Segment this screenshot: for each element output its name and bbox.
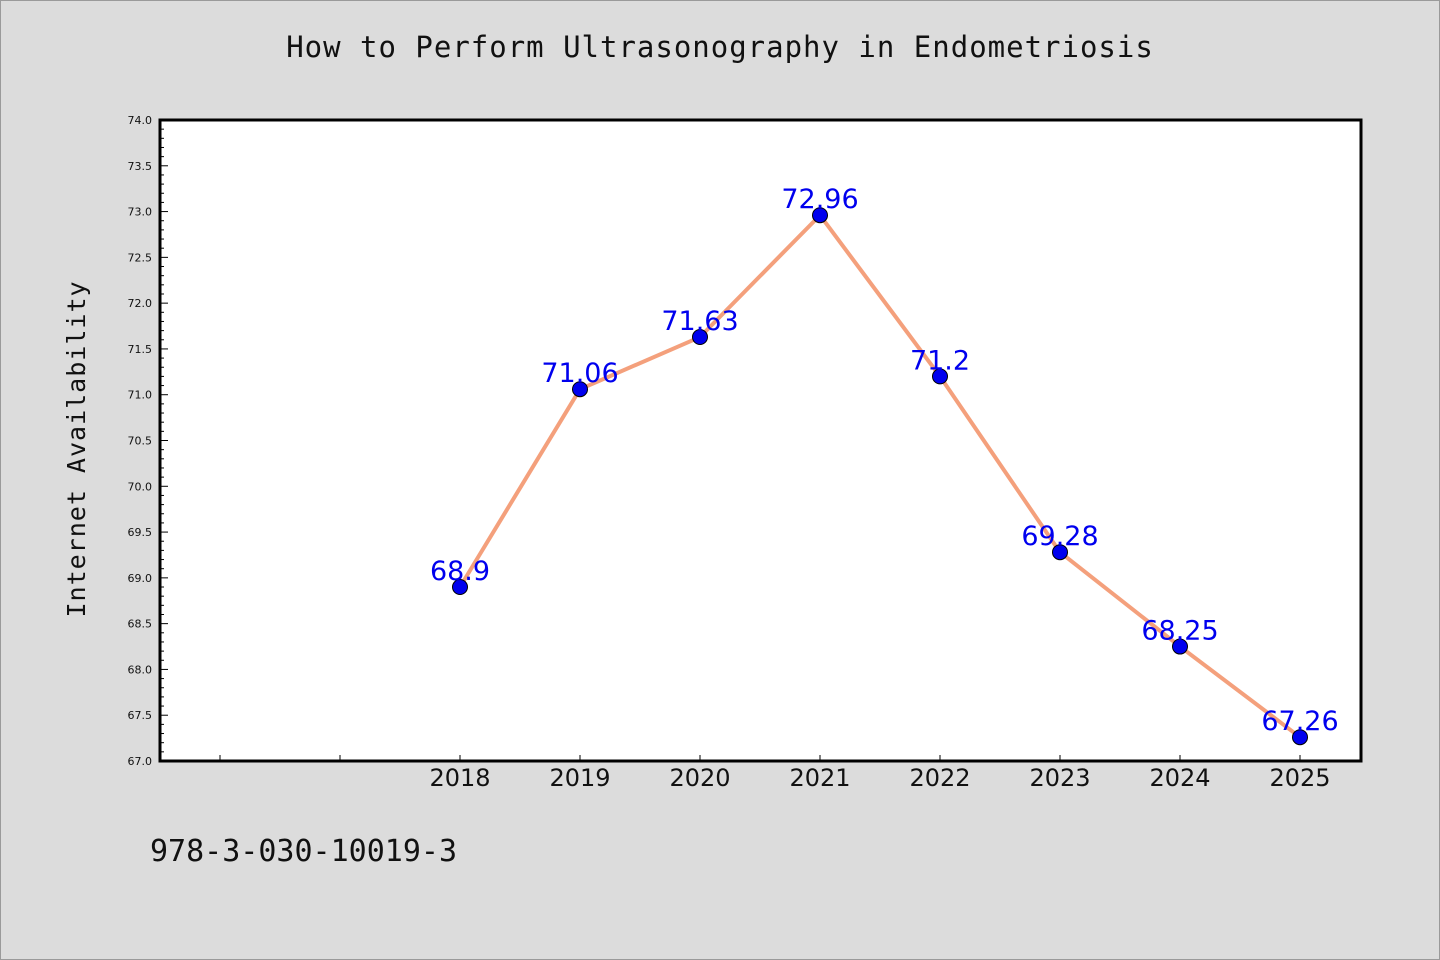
data-point xyxy=(1052,544,1068,561)
y-tick-label: 74.0 xyxy=(128,114,153,127)
x-axis: 2018 2019 2020 2021 2022 2023 2024 2025 xyxy=(219,755,1331,792)
series-line xyxy=(458,213,1302,740)
x-tick-label: 2021 xyxy=(789,764,850,792)
isbn-footer: 978-3-030-10019-3 xyxy=(150,834,458,869)
y-tick-label: 70.5 xyxy=(128,435,153,448)
data-point xyxy=(812,207,828,224)
y-tick-label: 71.0 xyxy=(128,389,153,402)
series-group: 68.9 71.06 71.63 72.96 71.2 69.28 68.25 67.26 xyxy=(430,184,1339,746)
y-axis-label: Internet Availability xyxy=(62,280,91,617)
y-tick-label: 72.0 xyxy=(128,297,153,310)
data-label: 67.26 xyxy=(1261,706,1338,737)
y-tick-label: 67.5 xyxy=(128,709,153,722)
y-tick-label: 70.0 xyxy=(128,480,153,493)
y-tick-label: 69.0 xyxy=(128,572,153,585)
y-tick-label: 69.5 xyxy=(128,526,153,539)
y-tick-label: 68.0 xyxy=(128,663,153,676)
data-label: 69.28 xyxy=(1021,521,1098,552)
y-tick-label: 73.0 xyxy=(128,206,153,219)
data-label: 68.25 xyxy=(1141,616,1218,647)
data-point xyxy=(932,368,948,385)
x-tick-label: 2022 xyxy=(909,764,970,792)
y-tick-label: 72.5 xyxy=(128,251,153,264)
y-axis: 67.0 67.5 68.0 68.5 69.0 69.5 70.0 70.5 71.0 71.5… xyxy=(128,114,168,768)
x-tick-label: 2018 xyxy=(429,764,490,792)
data-point xyxy=(1292,729,1308,746)
y-tick-label: 73.5 xyxy=(128,160,153,173)
x-tick-label: 2023 xyxy=(1029,764,1090,792)
chart-title: How to Perform Ultrasonography in Endome… xyxy=(286,30,1154,64)
y-tick-label: 68.5 xyxy=(128,618,153,631)
x-tick-label: 2019 xyxy=(549,764,610,792)
x-tick-label: 2025 xyxy=(1269,764,1330,792)
x-tick-label: 2020 xyxy=(669,764,730,792)
data-label: 71.06 xyxy=(541,358,618,389)
data-point xyxy=(692,329,708,346)
data-point xyxy=(1172,638,1188,655)
data-label: 72.96 xyxy=(781,184,858,215)
data-label: 71.63 xyxy=(661,306,738,337)
y-tick-label: 71.5 xyxy=(128,343,153,356)
data-label: 71.2 xyxy=(910,345,970,376)
data-label: 68.9 xyxy=(430,556,490,587)
plot-area xyxy=(158,118,1363,763)
data-point xyxy=(452,579,468,596)
y-tick-label: 67.0 xyxy=(128,755,153,768)
data-point xyxy=(572,381,588,398)
x-tick-label: 2024 xyxy=(1149,764,1210,792)
